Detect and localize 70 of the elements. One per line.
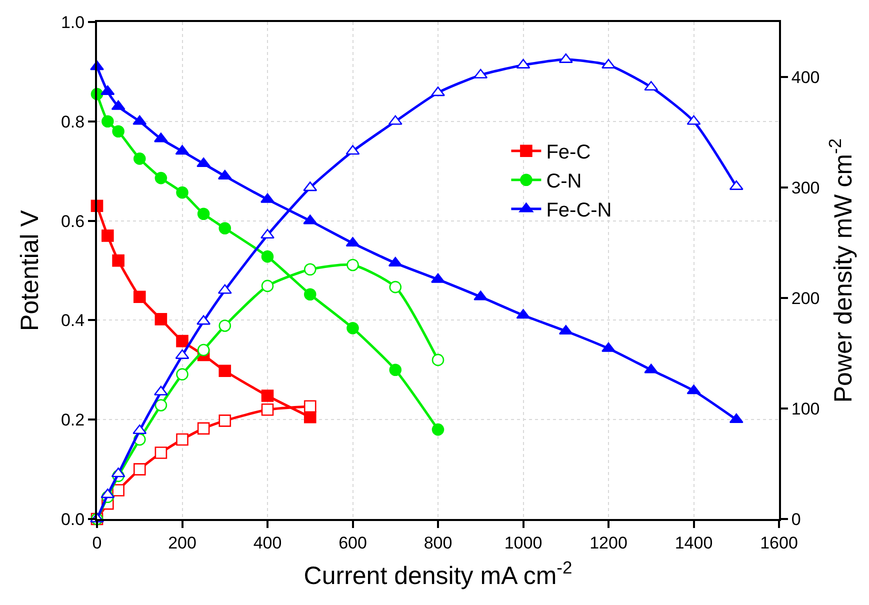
point	[197, 344, 210, 356]
legend-label: Fe-C-N	[546, 200, 612, 222]
point	[431, 86, 445, 96]
point	[304, 263, 316, 276]
point	[261, 404, 274, 416]
point	[558, 324, 573, 335]
point	[261, 390, 274, 402]
point	[602, 58, 616, 68]
x-tick-label: 400	[253, 533, 282, 552]
y2-tick-label: 200	[791, 289, 820, 308]
y2-tick-label: 0	[791, 510, 801, 529]
x-tick-label: 600	[338, 533, 367, 552]
point	[389, 280, 402, 294]
point	[197, 208, 210, 220]
point	[261, 280, 274, 292]
point	[154, 172, 168, 184]
point	[389, 364, 402, 376]
point	[432, 423, 444, 436]
point	[176, 334, 188, 348]
point	[176, 433, 188, 446]
x-axis-title: Current density mA cm$^{-2}$	[304, 557, 572, 590]
y2-tick-label: 400	[791, 68, 820, 88]
point	[176, 186, 188, 199]
point	[346, 258, 359, 272]
point	[431, 273, 445, 283]
point	[197, 422, 210, 435]
point	[112, 125, 124, 138]
point	[218, 320, 232, 332]
point	[304, 288, 316, 301]
y-tick-label: 0.4	[60, 311, 85, 330]
y-tick-label: 0.2	[60, 410, 85, 430]
point	[154, 399, 168, 412]
point	[133, 152, 146, 165]
point	[304, 410, 316, 424]
x-tick-label: 200	[168, 533, 196, 552]
x-tick-label: 1000	[504, 533, 542, 552]
point	[218, 222, 232, 234]
point	[133, 463, 146, 476]
y-tick-label: 1.0	[60, 12, 85, 32]
y-tick-label: 0.0	[60, 510, 85, 529]
point	[304, 400, 316, 412]
point	[260, 193, 274, 203]
point	[261, 250, 274, 263]
point	[112, 484, 124, 496]
point	[432, 354, 444, 366]
point	[132, 424, 147, 434]
point	[602, 342, 616, 352]
y2-tick-label: 300	[791, 178, 820, 198]
point	[176, 368, 188, 380]
point	[102, 230, 114, 242]
point	[133, 290, 146, 303]
x-tick-label: 800	[424, 533, 452, 552]
x-tick-label: 0	[92, 533, 102, 552]
point	[112, 254, 124, 267]
point	[154, 313, 168, 326]
point	[346, 322, 359, 334]
y-tick-label: 0.8	[60, 112, 85, 132]
x-tick-label: 1600	[760, 533, 798, 552]
point	[218, 414, 232, 427]
y-tick-label: 0.6	[60, 212, 85, 231]
legend-label: Fe-C	[546, 142, 591, 164]
point	[218, 364, 232, 378]
legend-label: C-N	[546, 170, 582, 193]
point	[154, 446, 168, 459]
point	[102, 115, 114, 128]
x-tick-label: 1200	[590, 533, 628, 552]
point	[260, 229, 274, 239]
y2-tick-label: 100	[791, 400, 820, 419]
y-axis-title: Potential V	[16, 210, 44, 331]
x-tick-label: 1400	[674, 533, 713, 552]
